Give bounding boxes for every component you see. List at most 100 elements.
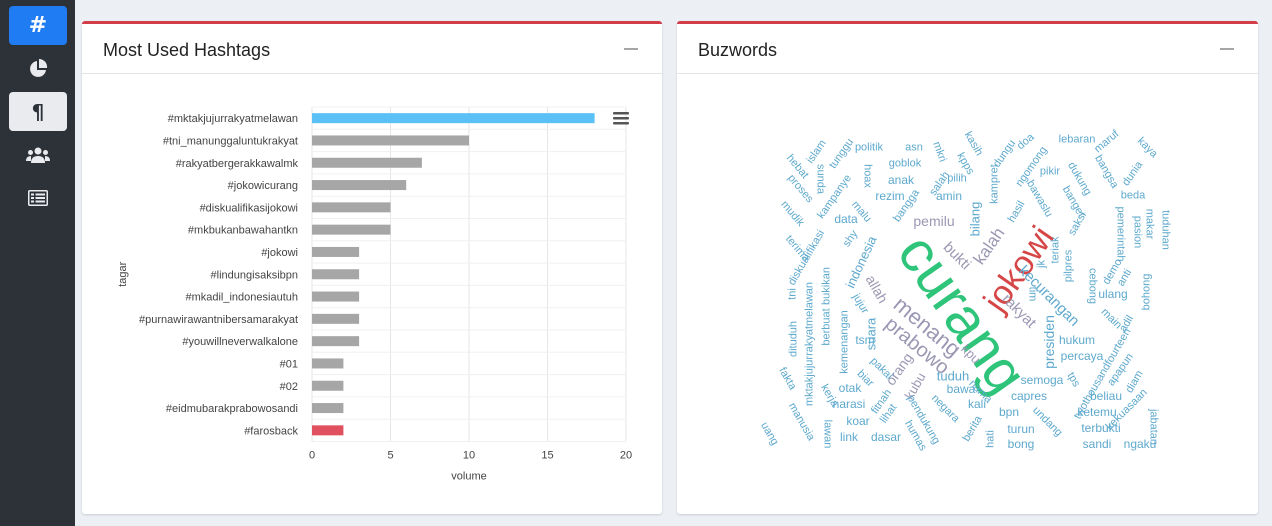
cloud-word: terbukti <box>1081 421 1121 435</box>
cloud-word: mkri <box>930 140 949 164</box>
x-tick-label: 0 <box>309 450 315 462</box>
sidebar-item-hashtags[interactable]: # <box>9 6 67 45</box>
cloud-word: otak <box>838 381 862 395</box>
bar[interactable] <box>312 358 344 369</box>
cloud-word: berbuat <box>820 308 833 346</box>
bar[interactable] <box>312 157 422 168</box>
buzzwords-collapse-button[interactable] <box>1220 48 1234 50</box>
cloud-word: bawaslu <box>1024 178 1055 220</box>
cloud-word: hoax <box>861 164 874 188</box>
bar[interactable] <box>312 380 344 391</box>
cloud-word: rezim <box>875 189 905 203</box>
bar[interactable] <box>312 336 360 347</box>
cloud-word: percaya <box>1060 349 1104 363</box>
category-label: #02 <box>280 381 298 393</box>
cloud-word: berita <box>960 413 985 444</box>
cloud-word: anak <box>887 173 915 187</box>
pie-chart-icon <box>28 58 48 79</box>
cloud-word: dasar <box>870 430 902 444</box>
bar[interactable] <box>312 313 360 324</box>
cloud-word: doa <box>1014 131 1037 153</box>
hashtags-collapse-button[interactable] <box>624 48 638 50</box>
category-label: #mktakjujurrakyatmelawan <box>168 113 298 125</box>
category-label: #lindungisaksibpn <box>211 269 298 281</box>
cloud-word: teriak <box>1049 236 1062 264</box>
hashtags-panel: Most Used Hashtags #mktakjujurrakyatmela… <box>82 21 662 514</box>
hashtags-panel-header: Most Used Hashtags <box>82 24 662 74</box>
cloud-word: link <box>839 430 859 444</box>
cloud-word: beda <box>1120 189 1146 202</box>
bar[interactable] <box>312 113 595 124</box>
cloud-word: politik <box>854 141 884 154</box>
cloud-word: pasion <box>1131 215 1144 249</box>
cloud-word: tni <box>786 288 799 300</box>
cloud-word: pilpres <box>1062 249 1075 283</box>
category-label: #farosback <box>244 425 298 437</box>
cloud-word: pemilu <box>913 213 955 229</box>
bar[interactable] <box>312 246 360 257</box>
cloud-word: tuduh <box>936 368 970 384</box>
cloud-word: bpn <box>998 405 1020 419</box>
category-label: #mkadil_indonesiautuh <box>185 292 298 304</box>
sidebar-item-buzzwords[interactable]: ¶ <box>9 92 67 131</box>
cloud-word: tuduhan <box>1159 210 1172 250</box>
category-label: #jokowicurang <box>228 180 298 192</box>
cloud-word: turun <box>1007 422 1035 436</box>
cloud-word: sandi <box>1082 437 1112 451</box>
cloud-word: maruf <box>1092 127 1122 156</box>
cloud-word: shy <box>840 228 861 250</box>
cloud-word: pikir <box>1039 165 1061 178</box>
cloud-word: pemerintah <box>1114 206 1127 262</box>
bar[interactable] <box>312 180 407 191</box>
cloud-word: koar <box>846 414 870 428</box>
category-label: #tni_manunggaluntukrakyat <box>163 135 298 147</box>
cloud-word: undang <box>1030 404 1065 439</box>
cloud-word: lebaran <box>1058 133 1096 146</box>
cloud-word: kerja <box>818 382 841 410</box>
bar[interactable] <box>312 269 360 280</box>
category-label: #purnawirawantnibersamarakyat <box>139 314 298 326</box>
bar[interactable] <box>312 403 344 414</box>
cloud-word: jabatan <box>1147 408 1160 446</box>
bar[interactable] <box>312 425 344 436</box>
chart-menu-icon[interactable] <box>613 112 629 125</box>
cloud-word: hukum <box>1058 333 1096 347</box>
cloud-word: pilih <box>947 172 967 185</box>
cloud-word: tunggu <box>827 136 857 171</box>
cloud-word: amin <box>935 189 963 203</box>
cloud-word: goblok <box>888 157 922 170</box>
buzzwords-panel-header: Buzwords <box>677 24 1258 74</box>
y-axis-title: tagar <box>117 261 129 286</box>
bar[interactable] <box>312 224 391 235</box>
cloud-word: lawan <box>821 419 834 449</box>
bar[interactable] <box>312 135 469 146</box>
cloud-word: jk <box>1035 260 1048 268</box>
buzzwords-panel: Buzwords curang jokowi menang prabowo kalah b… <box>677 21 1258 514</box>
cloud-word: kaya <box>1134 135 1160 161</box>
sidebar-item-statistics[interactable] <box>9 49 67 88</box>
cloud-word: dunia <box>1119 159 1146 189</box>
cloud-word: ulang <box>1098 287 1128 301</box>
category-label: #youwillneverwalkalone <box>182 336 298 348</box>
category-label: #eidmubarakprabowosandi <box>166 403 298 415</box>
cloud-word: bohong <box>1140 273 1153 311</box>
category-label: #jokowi <box>261 247 298 259</box>
cloud-word: tps <box>1064 370 1083 390</box>
sidebar-item-users[interactable] <box>9 135 67 174</box>
cloud-word: manusia <box>785 400 818 443</box>
cloud-word: mktakjujurrakyatmelawan <box>803 281 816 407</box>
bar[interactable] <box>312 291 360 302</box>
cloud-word: bilang <box>967 201 983 237</box>
bar[interactable] <box>312 202 391 213</box>
cloud-word: data <box>834 212 858 226</box>
category-label: #01 <box>280 358 298 370</box>
cloud-word: capres <box>1010 389 1048 403</box>
cloud-word: allah <box>862 272 892 306</box>
cloud-word: asn <box>905 141 923 154</box>
cloud-word: negara <box>928 392 962 426</box>
hashtags-panel-title: Most Used Hashtags <box>103 40 271 60</box>
cloud-word: kali <box>967 397 987 411</box>
x-tick-label: 20 <box>620 450 632 462</box>
list-table-icon <box>28 189 48 206</box>
sidebar-item-table[interactable] <box>9 178 67 217</box>
